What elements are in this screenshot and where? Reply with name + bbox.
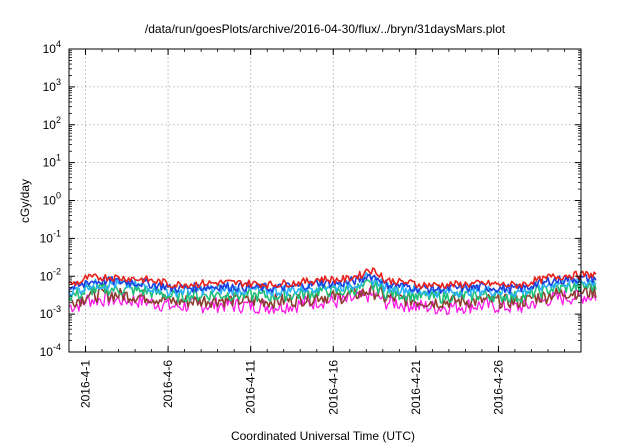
series-line — [68, 284, 597, 309]
y-axis-label: cGy/day — [18, 179, 32, 223]
series-line — [68, 271, 597, 299]
x-tick-label: 2016-4-16 — [326, 360, 340, 415]
series-line — [68, 287, 597, 316]
x-axis-label: Coordinated Universal Time (UTC) — [231, 429, 415, 443]
x-axis-ticks: 2016-4-1 2016-4-6 2016-4-11 2016-4-16 2016-4… — [79, 49, 565, 415]
series-line — [68, 279, 597, 304]
series-layer — [68, 267, 597, 316]
y-tick-label: 103 — [43, 77, 61, 94]
x-tick-label: 2016-4-6 — [161, 360, 175, 408]
y-tick-label: 100 — [43, 191, 61, 208]
y-tick-label: 10-3 — [40, 304, 61, 321]
x-tick-label: 2016-4-21 — [409, 360, 423, 415]
y-tick-label: 104 — [43, 39, 61, 56]
chart-title: /data/run/goesPlots/archive/2016-04-30/f… — [145, 22, 506, 36]
y-tick-label: 10-1 — [40, 228, 61, 245]
series-line — [68, 267, 597, 290]
x-tick-label: 2016-4-11 — [244, 360, 258, 414]
y-axis-ticks: 10-4 10-3 10-2 10-1 100 101 102 103 104 — [40, 39, 581, 359]
y-tick-label: 10-4 — [40, 342, 61, 359]
x-tick-label: 2016-4-1 — [79, 360, 93, 408]
y-tick-label: 10-2 — [40, 266, 61, 283]
y-tick-label: 101 — [43, 153, 61, 170]
x-tick-label: 2016-4-26 — [491, 360, 505, 415]
y-tick-label: 102 — [43, 115, 61, 132]
